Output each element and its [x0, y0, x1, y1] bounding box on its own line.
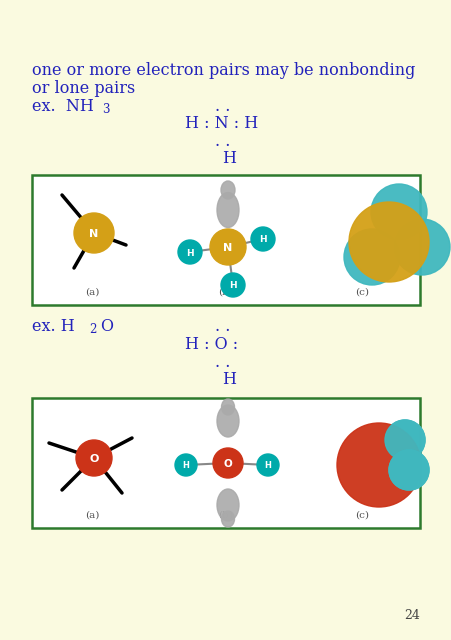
Text: H: H: [264, 461, 271, 470]
Text: H : O :: H : O :: [184, 336, 238, 353]
Circle shape: [257, 454, 278, 476]
Text: (b): (b): [218, 511, 233, 520]
Circle shape: [210, 229, 245, 265]
Text: O: O: [89, 454, 98, 464]
Ellipse shape: [216, 405, 239, 437]
Text: H: H: [182, 461, 189, 470]
Circle shape: [250, 227, 274, 251]
Bar: [32, 398, 419, 528]
Text: N: N: [223, 243, 232, 253]
Circle shape: [370, 184, 426, 240]
Circle shape: [384, 420, 424, 460]
Ellipse shape: [221, 181, 235, 199]
Text: . .: . .: [215, 354, 230, 371]
Text: H: H: [258, 236, 266, 244]
Text: ex. H: ex. H: [32, 318, 74, 335]
Ellipse shape: [216, 489, 239, 521]
Text: O: O: [223, 459, 232, 469]
Text: (c): (c): [354, 288, 368, 297]
Text: . .: . .: [215, 318, 230, 335]
Text: H: H: [221, 371, 235, 388]
Text: . .: . .: [215, 133, 230, 150]
Text: H: H: [221, 150, 235, 167]
Circle shape: [221, 273, 244, 297]
Circle shape: [336, 423, 420, 507]
Circle shape: [175, 454, 197, 476]
Text: (c): (c): [354, 511, 368, 520]
Text: (a): (a): [85, 288, 99, 297]
Text: H : N : H: H : N : H: [184, 115, 258, 132]
Text: ex.  NH: ex. NH: [32, 98, 94, 115]
Ellipse shape: [216, 193, 239, 227]
Text: (b): (b): [218, 288, 233, 297]
Circle shape: [388, 450, 428, 490]
Text: (a): (a): [85, 511, 99, 520]
Circle shape: [178, 240, 202, 264]
Text: 2: 2: [89, 323, 96, 336]
Text: 3: 3: [102, 103, 109, 116]
Text: H: H: [229, 282, 236, 291]
Circle shape: [343, 229, 399, 285]
Circle shape: [212, 448, 243, 478]
Text: N: N: [89, 229, 98, 239]
Circle shape: [76, 440, 112, 476]
Text: one or more electron pairs may be nonbonding: one or more electron pairs may be nonbon…: [32, 62, 414, 79]
Text: H: H: [186, 248, 193, 257]
Circle shape: [74, 213, 114, 253]
Ellipse shape: [221, 511, 234, 527]
Circle shape: [388, 450, 428, 490]
Circle shape: [393, 219, 449, 275]
Text: 24: 24: [403, 609, 419, 622]
Text: . .: . .: [215, 98, 230, 115]
Text: O: O: [100, 318, 113, 335]
Bar: [32, 175, 419, 305]
Circle shape: [384, 420, 424, 460]
Ellipse shape: [221, 399, 234, 415]
Text: or lone pairs: or lone pairs: [32, 80, 135, 97]
Circle shape: [348, 202, 428, 282]
